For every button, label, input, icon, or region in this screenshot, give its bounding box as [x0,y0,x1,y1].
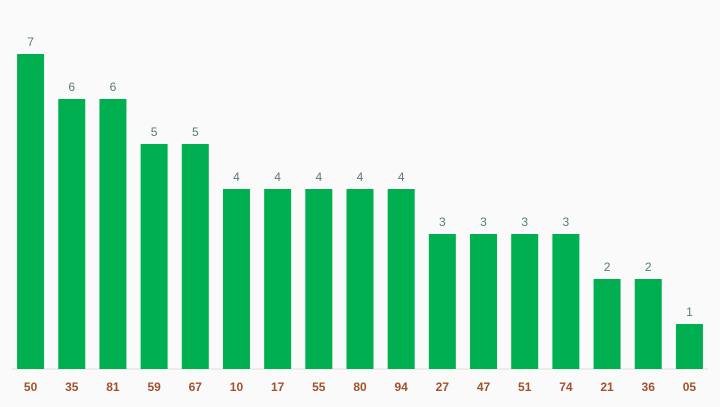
category-label-59: 59 [147,380,161,394]
value-label-10: 4 [233,170,240,184]
value-label-67: 5 [192,125,199,139]
category-label-50: 50 [24,380,38,394]
value-label-55: 4 [315,170,322,184]
value-label-05: 1 [686,305,693,319]
value-label-17: 4 [274,170,281,184]
bar-80 [346,189,374,369]
category-label-80: 80 [353,380,367,394]
category-labels-group: 50 35 81 59 67 10 17 55 80 94 27 47 51 74 21 36 05 [24,380,696,394]
value-label-74: 3 [563,215,570,229]
value-label-51: 3 [521,215,528,229]
bar-27 [428,234,456,369]
bar-55 [305,189,333,369]
value-label-47: 3 [480,215,487,229]
category-label-74: 74 [559,380,573,394]
category-label-27: 27 [436,380,450,394]
value-label-59: 5 [151,125,158,139]
bar-17 [264,189,292,369]
category-label-55: 55 [312,380,326,394]
category-label-10: 10 [230,380,244,394]
category-label-35: 35 [65,380,79,394]
category-label-67: 67 [189,380,203,394]
bar-51 [511,234,539,369]
category-label-51: 51 [518,380,532,394]
bar-74 [552,234,580,369]
value-label-27: 3 [439,215,446,229]
category-label-47: 47 [477,380,491,394]
bar-67 [181,144,209,369]
category-label-94: 94 [395,380,409,394]
value-label-50: 7 [27,35,34,49]
value-labels-group: 7 6 6 5 5 4 4 4 4 4 3 3 3 3 2 2 1 [27,35,693,319]
bar-50 [17,54,45,369]
bar-05 [675,324,703,369]
category-label-81: 81 [106,380,120,394]
bar-10 [222,189,250,369]
category-label-17: 17 [271,380,285,394]
bar-36 [634,279,662,369]
bar-35 [58,99,86,369]
bar-81 [99,99,127,369]
bar-94 [387,189,415,369]
bars-group [17,54,703,369]
bar-47 [470,234,498,369]
value-label-94: 4 [398,170,405,184]
value-label-35: 6 [68,80,75,94]
bar-59 [140,144,168,369]
category-label-21: 21 [600,380,614,394]
bar-21 [593,279,621,369]
value-label-36: 2 [645,260,652,274]
value-label-21: 2 [604,260,611,274]
category-label-05: 05 [683,380,697,394]
value-label-80: 4 [357,170,364,184]
category-label-36: 36 [642,380,656,394]
value-label-81: 6 [110,80,117,94]
